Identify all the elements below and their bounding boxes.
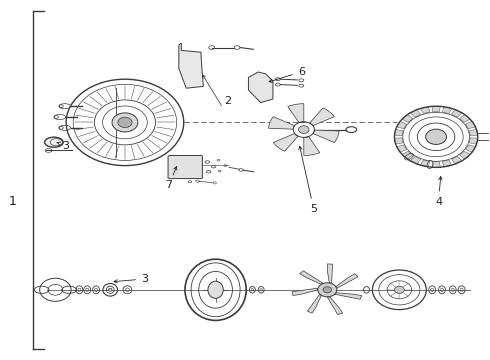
Ellipse shape [208,281,223,298]
Polygon shape [469,130,478,136]
Polygon shape [327,297,343,315]
Polygon shape [394,130,403,136]
Polygon shape [179,43,203,88]
Polygon shape [432,162,440,167]
Text: 5: 5 [299,146,317,214]
Polygon shape [288,104,304,123]
Polygon shape [452,157,462,164]
Text: 2: 2 [224,96,231,106]
Text: 3: 3 [57,141,70,151]
Circle shape [298,126,309,134]
Polygon shape [269,117,294,129]
Text: 6: 6 [269,67,305,82]
Polygon shape [300,271,323,284]
Polygon shape [432,106,440,112]
Polygon shape [248,72,273,103]
Polygon shape [292,288,318,296]
Circle shape [112,113,138,132]
Polygon shape [420,107,430,113]
Polygon shape [410,109,420,117]
Text: 4: 4 [435,176,442,207]
Text: 1: 1 [8,195,16,208]
Polygon shape [466,145,475,152]
Circle shape [318,283,337,297]
Polygon shape [442,160,452,167]
Polygon shape [273,134,298,151]
Polygon shape [460,151,470,159]
Polygon shape [304,136,320,156]
Ellipse shape [45,137,63,147]
Circle shape [394,286,404,293]
Text: 3: 3 [114,274,148,284]
Ellipse shape [109,288,112,291]
Polygon shape [313,130,339,143]
Circle shape [118,117,132,127]
Polygon shape [397,145,407,152]
Polygon shape [307,294,321,313]
Polygon shape [420,160,430,167]
Polygon shape [310,108,334,126]
Polygon shape [452,109,462,117]
Polygon shape [466,121,475,129]
Polygon shape [442,107,452,113]
Polygon shape [394,138,403,144]
Polygon shape [469,138,478,144]
Polygon shape [410,157,420,164]
Polygon shape [397,121,407,129]
Polygon shape [336,274,358,288]
Circle shape [426,129,446,144]
Polygon shape [402,114,413,122]
Polygon shape [327,264,333,283]
Circle shape [323,287,332,293]
FancyBboxPatch shape [168,156,202,179]
Polygon shape [335,293,362,299]
Text: 7: 7 [166,167,177,190]
Polygon shape [460,114,470,122]
Polygon shape [402,151,413,159]
